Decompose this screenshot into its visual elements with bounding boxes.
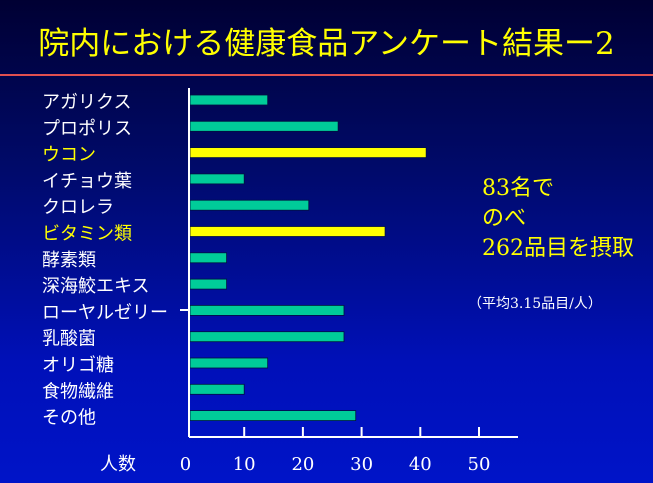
x-tick-label: 10 xyxy=(233,454,256,475)
category-label: プロポリス xyxy=(42,118,132,139)
category-label: その他 xyxy=(42,408,96,429)
note-total: のべ xyxy=(482,206,527,231)
bar xyxy=(189,173,245,185)
x-tick-label: 50 xyxy=(468,454,491,475)
note-items: 262品目を摂取 xyxy=(482,236,634,261)
x-tick-label: 40 xyxy=(409,454,432,475)
x-tick-label: 30 xyxy=(350,454,373,475)
x-axis-label: 人数 xyxy=(100,454,136,475)
slide-title: 院内における健康食品アンケート結果ー2 xyxy=(38,26,615,62)
bar xyxy=(189,278,227,290)
bar xyxy=(189,410,357,422)
title-divider xyxy=(0,74,653,76)
bar xyxy=(189,252,227,264)
bar xyxy=(189,226,386,237)
category-label: オリゴ糖 xyxy=(42,355,114,376)
category-label: アガリクス xyxy=(42,92,131,113)
average-note: （平均3.15品目/人） xyxy=(468,296,602,312)
note-respondents: 83名で xyxy=(482,176,554,201)
bar xyxy=(189,331,345,343)
bar xyxy=(189,199,310,211)
category-label: ビタミン類 xyxy=(42,224,132,245)
category-label: ローヤルゼリー xyxy=(42,302,168,323)
category-label: 深海鮫エキス xyxy=(42,276,149,297)
bar xyxy=(189,357,269,369)
x-tick-label: 0 xyxy=(180,454,191,475)
bar xyxy=(189,120,339,132)
bar xyxy=(189,147,427,159)
category-label: クロレラ xyxy=(42,197,114,218)
category-label: イチョウ葉 xyxy=(42,171,132,192)
bar xyxy=(189,304,345,316)
bar xyxy=(189,383,245,395)
category-label: 酵素類 xyxy=(42,250,96,271)
category-label: ウコン xyxy=(42,145,96,166)
bar xyxy=(189,94,269,106)
category-label: 食物繊維 xyxy=(42,381,114,402)
category-label: 乳酸菌 xyxy=(42,329,96,350)
x-tick-label: 20 xyxy=(291,454,314,475)
